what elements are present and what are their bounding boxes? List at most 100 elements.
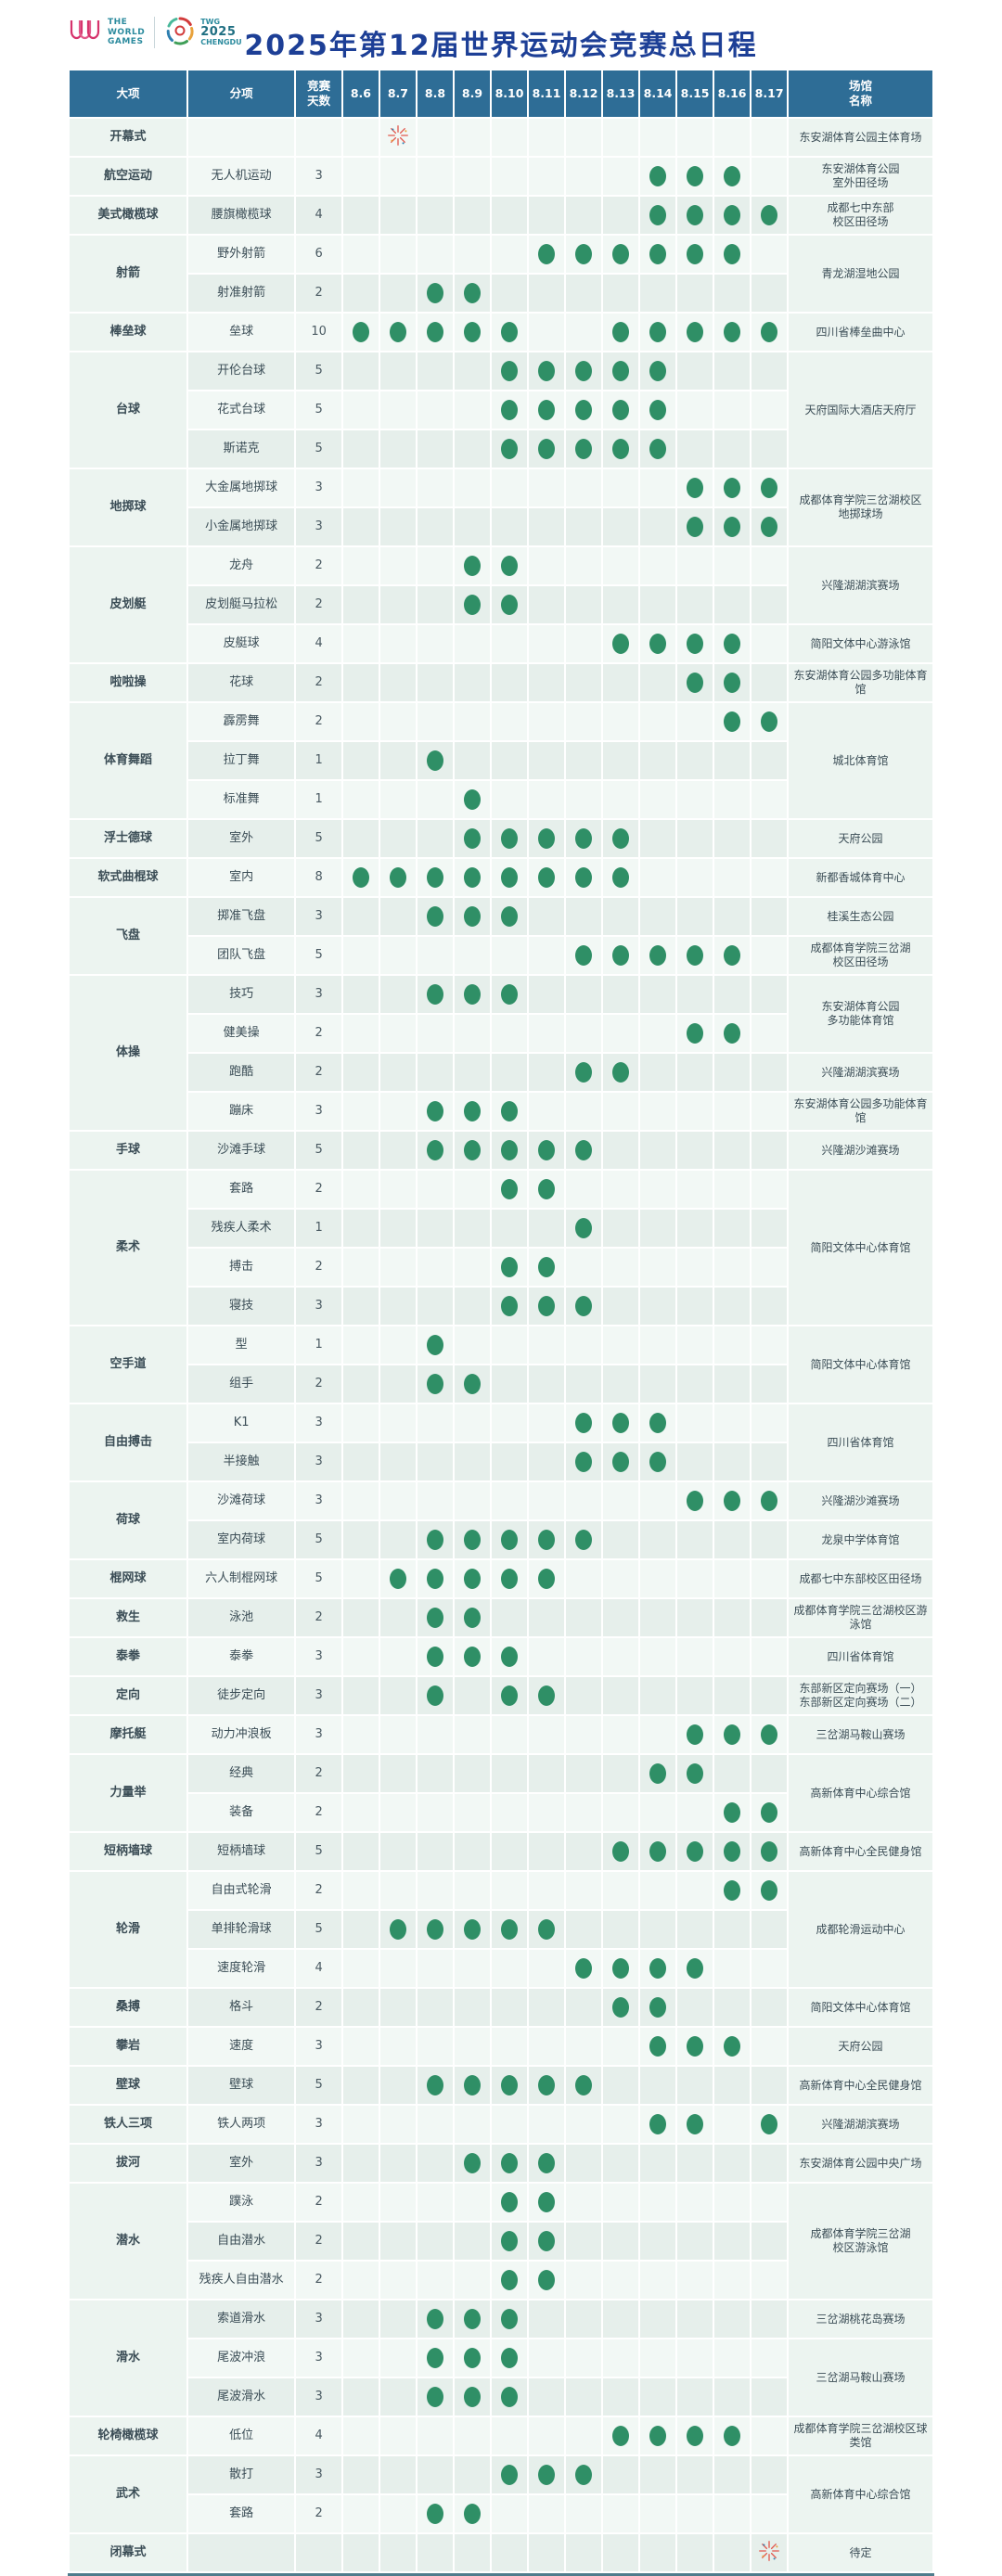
date-cell — [603, 625, 639, 662]
date-cell — [342, 314, 379, 351]
event-cell: 套路 — [188, 1171, 295, 1208]
event-cell: 残疾人柔术 — [188, 1210, 295, 1247]
date-cell — [454, 703, 490, 740]
date-cell — [417, 2106, 453, 2143]
date-cell — [752, 2106, 788, 2143]
date-cell — [752, 430, 788, 468]
date-cell — [640, 820, 676, 857]
date-cell — [342, 1093, 379, 1130]
date-cell — [454, 1599, 490, 1636]
competition-day-dot — [500, 984, 518, 1005]
competition-day-dot — [687, 2036, 704, 2057]
competition-day-dot — [612, 2426, 630, 2446]
venue-cell: 兴隆湖湖滨赛场 — [789, 2106, 932, 2143]
top-bar: THE WORLD GAMES TWG 2025 — [0, 0, 1002, 69]
event-cell: K1 — [188, 1404, 295, 1442]
date-cell — [529, 2067, 565, 2104]
date-cell — [677, 625, 713, 662]
date-cell — [603, 2184, 639, 2221]
date-cell — [379, 2067, 416, 2104]
date-cell — [342, 1171, 379, 1208]
date-cell — [677, 1560, 713, 1597]
date-cell — [342, 1950, 379, 1987]
date-cell — [454, 2456, 490, 2493]
date-cell — [417, 469, 453, 506]
event-cell: 跑酷 — [188, 1054, 295, 1091]
event-cell: 装备 — [188, 1794, 295, 1831]
date-cell — [529, 158, 565, 195]
date-cell — [454, 1560, 490, 1597]
date-cell — [529, 2456, 565, 2493]
date-cell — [342, 781, 379, 818]
event-cell: 徒步定向 — [188, 1677, 295, 1714]
schedule-row: 花式台球 5 — [70, 391, 932, 429]
date-cell — [491, 664, 527, 701]
days-cell: 3 — [296, 2300, 341, 2338]
schedule-table: 大项 分项 竞赛 天数 8.6 8.7 8.8 8.9 8.10 8.11 8.12 8.13 8.1… — [68, 69, 934, 2573]
days-cell: 3 — [296, 2378, 341, 2416]
date-cell — [603, 1911, 639, 1948]
event-cell: 动力冲浪板 — [188, 1716, 295, 1753]
date-cell — [603, 1015, 639, 1052]
event-cell: 壁球 — [188, 2067, 295, 2104]
date-cell — [417, 1755, 453, 1792]
date-cell — [379, 469, 416, 506]
date-cell — [379, 1599, 416, 1636]
event-cell: 尾波冲浪 — [188, 2339, 295, 2377]
date-cell — [566, 1054, 602, 1091]
column-header: 场馆 名称 — [789, 70, 932, 117]
date-cell — [566, 898, 602, 935]
date-cell — [417, 1482, 453, 1519]
date-cell — [566, 2339, 602, 2377]
date-cell — [677, 236, 713, 273]
date-cell — [677, 275, 713, 312]
date-cell — [417, 508, 453, 545]
date-cell — [379, 1989, 416, 2026]
date-cell — [640, 430, 676, 468]
competition-day-dot — [538, 439, 555, 459]
date-cell — [417, 1093, 453, 1130]
competition-day-dot — [649, 1841, 667, 1862]
venue-cell: 天府国际大酒店天府厅 — [789, 352, 932, 468]
date-cell — [491, 352, 527, 390]
schedule-row: 救生 泳池 2 成都体育学院三岔湖校区游泳馆 — [70, 1599, 932, 1636]
date-cell — [342, 2339, 379, 2377]
date-cell — [379, 1093, 416, 1130]
event-cell: 单排轮滑球 — [188, 1911, 295, 1948]
date-cell — [529, 2339, 565, 2377]
schedule-row: 武术 散打 3 高新体育中心综合馆 — [70, 2456, 932, 2532]
date-cell — [752, 1210, 788, 1247]
date-cell — [342, 586, 379, 623]
date-cell — [491, 1677, 527, 1714]
date-cell — [342, 1755, 379, 1792]
date-cell — [640, 1599, 676, 1636]
date-cell — [677, 1365, 713, 1403]
competition-day-dot — [463, 828, 481, 849]
competition-day-dot — [575, 1062, 593, 1083]
competition-day-dot — [538, 400, 555, 420]
date-cell — [417, 391, 453, 429]
date-cell — [529, 1404, 565, 1442]
date-cell — [677, 976, 713, 1013]
date-cell — [491, 1054, 527, 1091]
date-cell — [603, 236, 639, 273]
date-cell — [566, 1950, 602, 1987]
schedule-row: 蹦床 3 东安湖体育公园多功能体育馆 — [70, 1093, 932, 1130]
event-cell: 组手 — [188, 1365, 295, 1403]
date-cell — [752, 1599, 788, 1636]
date-cell — [752, 1404, 788, 1442]
venue-cell: 高新体育中心全民健身馆 — [789, 1833, 932, 1870]
date-cell — [454, 2378, 490, 2416]
date-cell — [714, 1872, 751, 1909]
date-cell — [379, 1755, 416, 1792]
date-cell — [379, 2184, 416, 2221]
date-cell — [454, 2534, 490, 2571]
competition-day-dot — [649, 1413, 667, 1433]
venue-cell: 天府公园 — [789, 2028, 932, 2065]
date-cell — [714, 1716, 751, 1753]
date-cell — [342, 1521, 379, 1558]
days-cell: 2 — [296, 703, 341, 740]
event-cell: 室内 — [188, 859, 295, 896]
date-cell — [529, 1755, 565, 1792]
competition-day-dot — [426, 906, 443, 927]
